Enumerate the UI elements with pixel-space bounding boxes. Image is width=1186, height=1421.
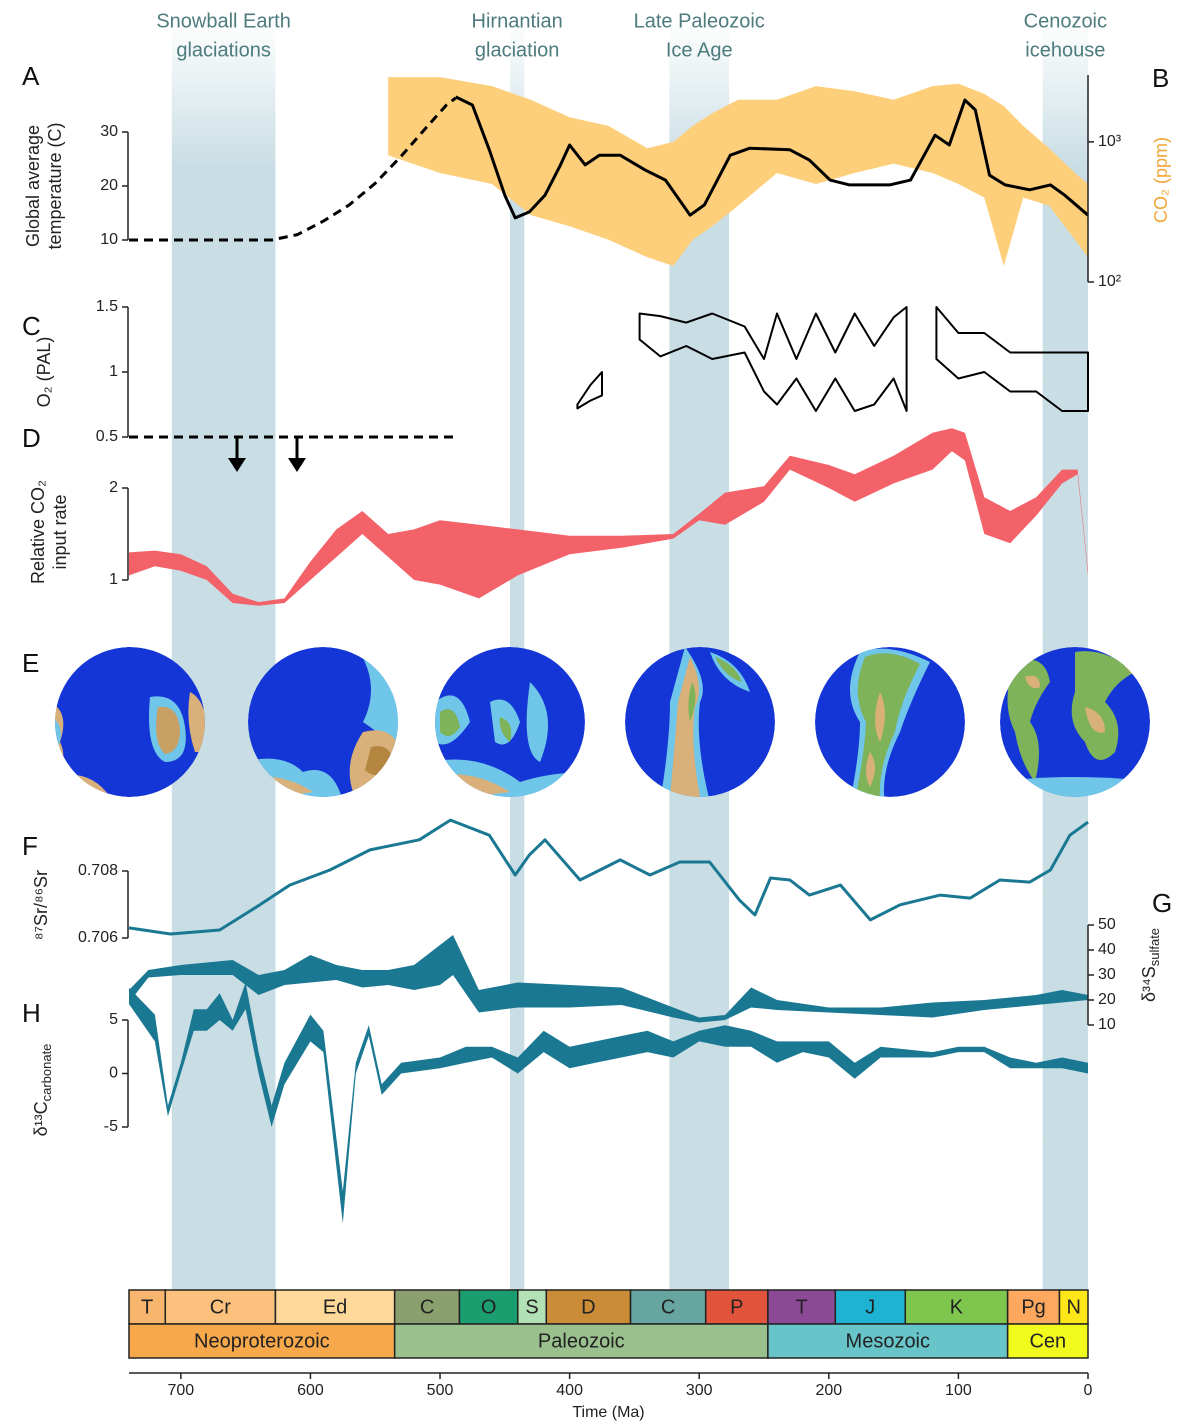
x-axis-title: Time (Ma) xyxy=(572,1404,644,1421)
x-tick-label: 400 xyxy=(556,1382,583,1399)
panel-letter: G xyxy=(1152,888,1172,918)
panel-letter: F xyxy=(22,831,38,861)
glaciation-label: glaciations xyxy=(176,39,271,61)
axis-label-text: Global average xyxy=(23,125,43,247)
axis-label-text: δ¹³C xyxy=(31,1101,51,1136)
timescale-label: C xyxy=(661,1296,675,1318)
tick-label: 10 xyxy=(100,231,118,248)
timescale-label: N xyxy=(1067,1296,1081,1318)
axis-label: input rate xyxy=(50,494,70,569)
timescale-label: Cr xyxy=(210,1296,231,1318)
axis-label: δ³⁴Ssulfate xyxy=(1139,928,1163,1002)
axis-label-text: input rate xyxy=(50,494,70,569)
x-tick-label: 600 xyxy=(297,1382,324,1399)
panel-letter: B xyxy=(1152,63,1169,93)
glaciation-label: Cenozoic xyxy=(1024,10,1107,32)
axis-label: O₂ (PAL) xyxy=(34,337,54,408)
timescale-label: T xyxy=(141,1296,153,1318)
panel-letter: D xyxy=(22,423,41,453)
tick-label: -5 xyxy=(104,1118,118,1135)
tick-label: 20 xyxy=(1098,991,1116,1008)
axis-label-text: O₂ (PAL) xyxy=(34,337,54,408)
tick-label: 1 xyxy=(109,363,118,380)
tick-label: 30 xyxy=(1098,966,1116,983)
tick-label: 1 xyxy=(109,571,118,588)
axis-label-subscript: sulfate xyxy=(1147,928,1162,966)
glaciation-label: glaciation xyxy=(475,39,560,61)
glaciation-label: Hirnantian xyxy=(472,10,563,32)
panel-letter: C xyxy=(22,311,41,341)
axis-label: Relative CO₂ xyxy=(28,480,48,584)
arrow-head xyxy=(288,458,306,472)
timescale-label: T xyxy=(795,1296,807,1318)
x-tick-label: 700 xyxy=(167,1382,194,1399)
axis-label-text: temperature (C) xyxy=(45,122,65,249)
tick-label: 30 xyxy=(100,123,118,140)
axis-label: temperature (C) xyxy=(45,122,65,249)
tick-label: 5 xyxy=(109,1011,118,1028)
data-band xyxy=(388,77,1088,266)
tick-label: 10 xyxy=(1098,1016,1116,1033)
axis-label-text: CO₂ (ppm) xyxy=(1151,137,1171,223)
timescale-label: Cen xyxy=(1029,1330,1066,1352)
timescale-label: K xyxy=(950,1296,964,1318)
timescale-label: J xyxy=(865,1296,875,1318)
panel-letter: A xyxy=(22,61,40,91)
timescale-label: C xyxy=(420,1296,434,1318)
glaciation-interval xyxy=(172,20,276,1290)
axis-label: δ¹³Ccarbonate xyxy=(31,1044,55,1137)
tick-label: 40 xyxy=(1098,941,1116,958)
panel-letter: H xyxy=(22,998,41,1028)
tick-label: 0.5 xyxy=(96,428,118,445)
timescale-label: Mesozoic xyxy=(846,1330,930,1352)
timescale-label: O xyxy=(481,1296,497,1318)
tick-label: 10³ xyxy=(1098,133,1122,150)
glaciation-label: Snowball Earth xyxy=(156,10,291,32)
data-band xyxy=(577,372,602,408)
tick-label: 0 xyxy=(109,1065,118,1082)
globe xyxy=(430,647,590,802)
tick-label: 20 xyxy=(100,177,118,194)
timescale-label: D xyxy=(581,1296,595,1318)
axis-label-text: ⁸⁷Sr/⁸⁶Sr xyxy=(31,870,51,940)
glaciation-label: Late Paleozoic xyxy=(634,10,765,32)
timescale-label: Ed xyxy=(323,1296,347,1318)
globe xyxy=(995,647,1155,802)
tick-label: 0.706 xyxy=(78,929,118,946)
glaciation-label: icehouse xyxy=(1025,39,1105,61)
timescale-label: Neoproterozoic xyxy=(194,1330,330,1352)
axis-label-text: Relative CO₂ xyxy=(28,480,48,584)
x-tick-label: 500 xyxy=(427,1382,454,1399)
x-tick-label: 300 xyxy=(686,1382,713,1399)
x-tick-label: 200 xyxy=(815,1382,842,1399)
tick-label: 0.708 xyxy=(78,862,118,879)
tick-label: 50 xyxy=(1098,916,1116,933)
timescale-label: Pg xyxy=(1021,1296,1045,1318)
figure: Snowball Earth glaciations Hirnantian glaci… xyxy=(0,0,1186,1421)
axis-label: Global average xyxy=(23,125,43,247)
tick-label: 10² xyxy=(1098,273,1122,290)
panel-letter: E xyxy=(22,648,39,678)
axis-label-text: δ³⁴S xyxy=(1139,966,1159,1002)
axis-label: CO₂ (ppm) xyxy=(1151,137,1171,223)
axis-label-subscript: carbonate xyxy=(39,1044,54,1102)
timescale-label: Paleozoic xyxy=(538,1330,625,1352)
tick-label: 1.5 xyxy=(96,298,118,315)
globe xyxy=(815,647,965,802)
globe xyxy=(625,647,775,802)
timescale-label: S xyxy=(525,1296,538,1318)
timescale-label: P xyxy=(730,1296,743,1318)
tick-label: 2 xyxy=(109,479,118,496)
axis-label: ⁸⁷Sr/⁸⁶Sr xyxy=(31,870,51,940)
x-tick-label: 0 xyxy=(1084,1382,1093,1399)
glaciation-label: Ice Age xyxy=(666,39,733,61)
x-tick-label: 100 xyxy=(945,1382,972,1399)
